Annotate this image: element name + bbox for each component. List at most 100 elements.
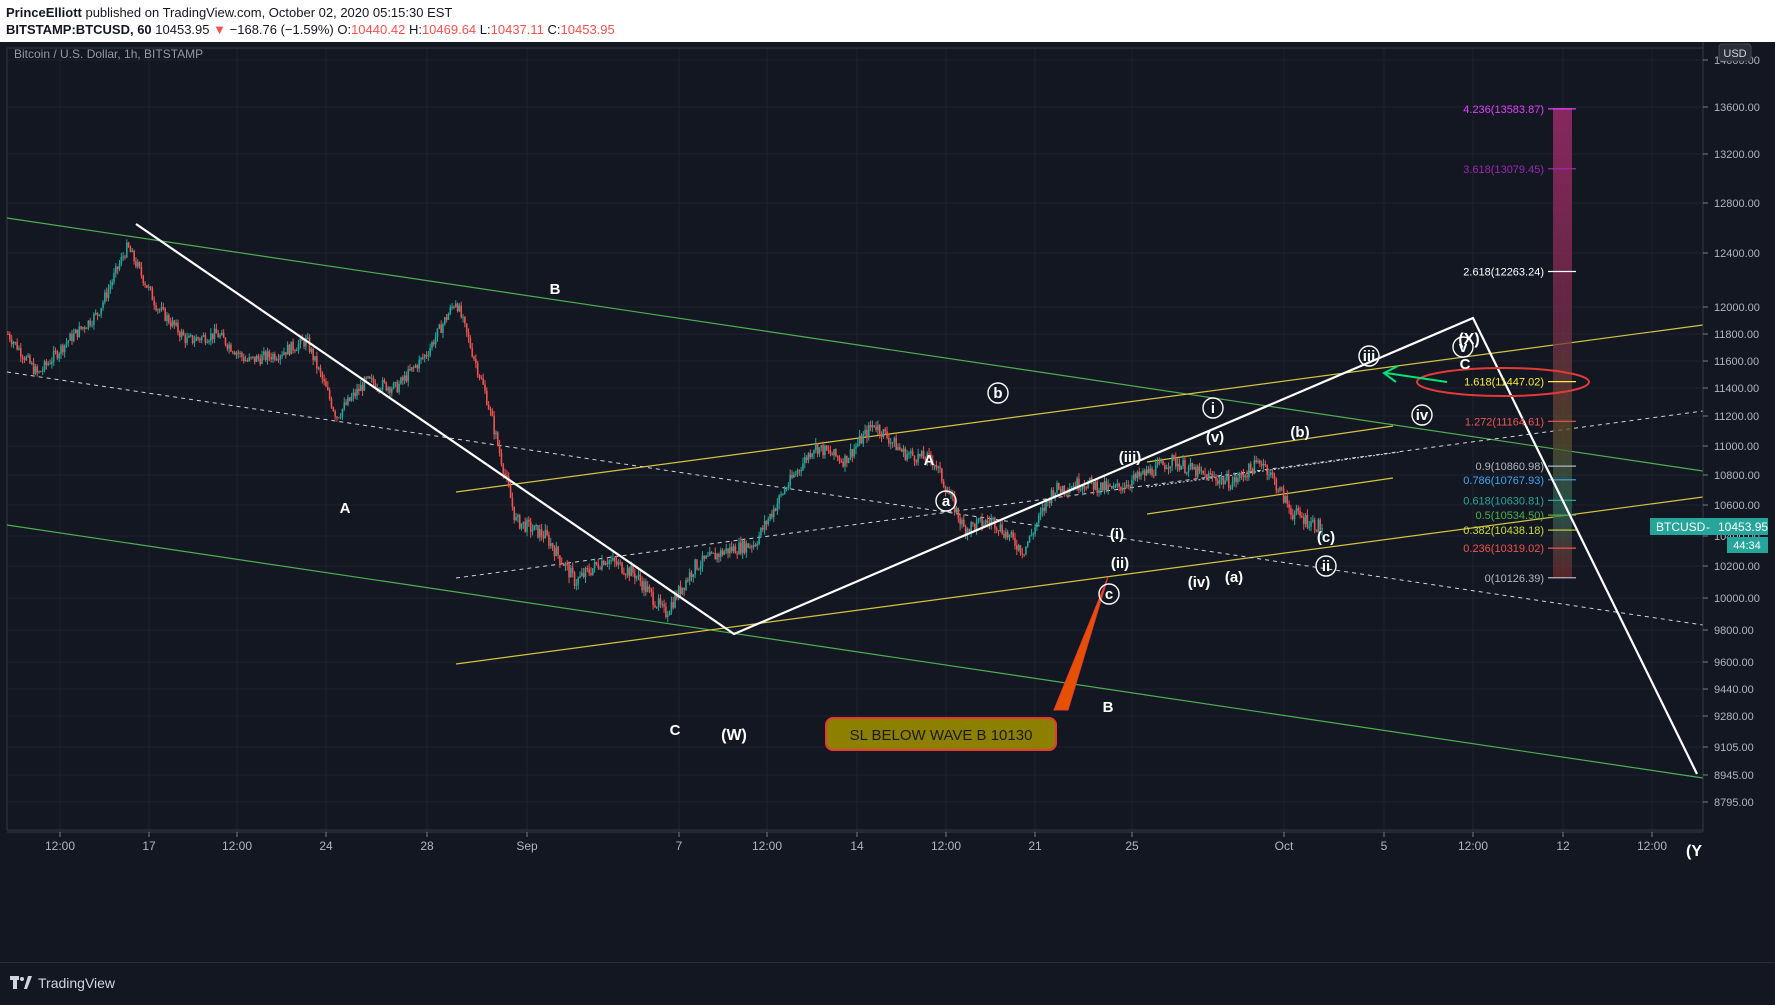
- candle-body: [14, 342, 17, 344]
- candle-body: [906, 454, 908, 460]
- candle-body: [1222, 477, 1225, 485]
- candle-body: [849, 449, 852, 459]
- yellow-channel-lower[interactable]: [455, 496, 1704, 665]
- candle-body: [93, 314, 95, 325]
- candle-body: [471, 347, 473, 357]
- price-tick-label: 9280.00: [1714, 711, 1754, 723]
- price-chart[interactable]: Bitcoin / U.S. Dollar, 1h, BITSTAMP 4.23…: [0, 42, 1775, 962]
- candle-body: [118, 263, 121, 270]
- candle-body: [409, 369, 411, 371]
- candle-body: [573, 572, 576, 586]
- candle-body: [760, 527, 762, 536]
- candle-body: [535, 525, 537, 527]
- candle-body: [804, 457, 806, 464]
- candle-body: [1081, 485, 1084, 490]
- time-axis[interactable]: 12:00 17 12:00 24 28 Sep 7 12:00 14 12:00 21 25 Oct 5…: [7, 831, 1703, 853]
- wave-path[interactable]: [135, 223, 1698, 775]
- candle-body: [502, 464, 505, 474]
- candle-body: [597, 563, 600, 569]
- time-tick-label: 12:00: [222, 839, 252, 853]
- yellow-small-upper[interactable]: [1146, 425, 1394, 463]
- candle-body: [900, 449, 903, 452]
- candle-body: [1213, 476, 1215, 478]
- yellow-small-lower[interactable]: [1146, 477, 1394, 515]
- dashed-small-mid[interactable]: [1146, 451, 1401, 488]
- candle-body: [1145, 469, 1148, 476]
- candle-body: [226, 344, 229, 349]
- currency-badge[interactable]: USD: [1718, 43, 1752, 62]
- candle-body: [615, 561, 618, 565]
- stop-loss-callout[interactable]: SL BELOW WAVE B 10130: [825, 576, 1109, 751]
- candle-body: [871, 425, 874, 428]
- candle-body: [495, 432, 497, 435]
- candle-body: [266, 351, 269, 361]
- candle-body: [977, 518, 980, 521]
- footer-bar: TradingView: [0, 962, 1775, 1005]
- candle-body: [1138, 471, 1141, 477]
- candle-body: [453, 306, 455, 308]
- candle-body: [178, 332, 181, 337]
- price-tick-label: 11800.00: [1714, 329, 1759, 341]
- candle-body: [345, 402, 347, 405]
- candle-body: [690, 572, 693, 577]
- candle-body: [496, 432, 499, 446]
- yellow-channel-upper[interactable]: [455, 324, 1704, 493]
- candle-body: [952, 493, 954, 497]
- price-tick-label: 13200.00: [1714, 149, 1760, 161]
- candle-body: [540, 529, 543, 537]
- candle-body: [884, 429, 887, 432]
- candle-body: [692, 574, 695, 577]
- candle-body: [944, 486, 947, 493]
- fib-extension[interactable]: [1548, 108, 1576, 579]
- candle-body: [131, 250, 134, 253]
- green-channel-upper[interactable]: [6, 217, 1704, 472]
- candle-body: [367, 376, 369, 378]
- candle-body: [836, 456, 839, 458]
- candle-body: [935, 464, 938, 468]
- candle-body: [1291, 515, 1294, 520]
- candle-body: [814, 443, 817, 451]
- candle-body: [359, 385, 362, 392]
- candle-body: [1171, 455, 1173, 467]
- price-tick-label: 9105.00: [1714, 742, 1754, 754]
- candle-body: [1264, 464, 1267, 466]
- candle-body: [173, 320, 176, 326]
- green-channel-lower[interactable]: [6, 524, 1704, 779]
- candle-body: [1123, 488, 1126, 490]
- candle-body: [400, 377, 402, 384]
- candle-body: [1085, 487, 1088, 489]
- candle-body: [380, 389, 382, 391]
- publish-header: PrinceElliott published on TradingView.c…: [0, 0, 1775, 42]
- candle-body: [465, 323, 468, 333]
- candle-body: [1078, 478, 1080, 490]
- candle-body: [1180, 466, 1183, 470]
- candle-body: [292, 341, 294, 351]
- candle-body: [1090, 477, 1093, 482]
- publisher-name[interactable]: PrinceElliott: [6, 5, 82, 20]
- time-tick-label: 21: [1028, 839, 1042, 853]
- dashed-midline[interactable]: [6, 371, 1704, 626]
- dashed-yellow-mid[interactable]: [455, 410, 1704, 579]
- tradingview-logo[interactable]: TradingView: [10, 975, 115, 991]
- time-tick-label: 12:00: [45, 839, 75, 853]
- candle-body: [317, 367, 320, 369]
- chart-area[interactable]: Bitcoin / U.S. Dollar, 1h, BITSTAMP 4.23…: [0, 42, 1775, 962]
- candle-body: [891, 442, 894, 444]
- candle-body: [1050, 490, 1053, 504]
- time-tick-label: 5: [1381, 839, 1388, 853]
- candle-body: [942, 481, 945, 487]
- candle-body: [222, 332, 225, 338]
- candle-body: [1200, 470, 1203, 472]
- price-axis[interactable]: 14000.0013600.0013200.0012800.0012400.00…: [1702, 42, 1760, 832]
- candle-body: [369, 376, 371, 379]
- candle-body: [566, 563, 569, 565]
- candle-body: [1202, 470, 1205, 474]
- wave-label: B: [1103, 699, 1114, 716]
- candle-body: [730, 547, 733, 552]
- candle-body: [966, 529, 969, 535]
- candle-body: [71, 333, 73, 342]
- candle-body: [613, 557, 616, 562]
- candle-body: [698, 568, 700, 570]
- wave-label: (b): [1290, 424, 1309, 441]
- candle-body: [94, 312, 97, 315]
